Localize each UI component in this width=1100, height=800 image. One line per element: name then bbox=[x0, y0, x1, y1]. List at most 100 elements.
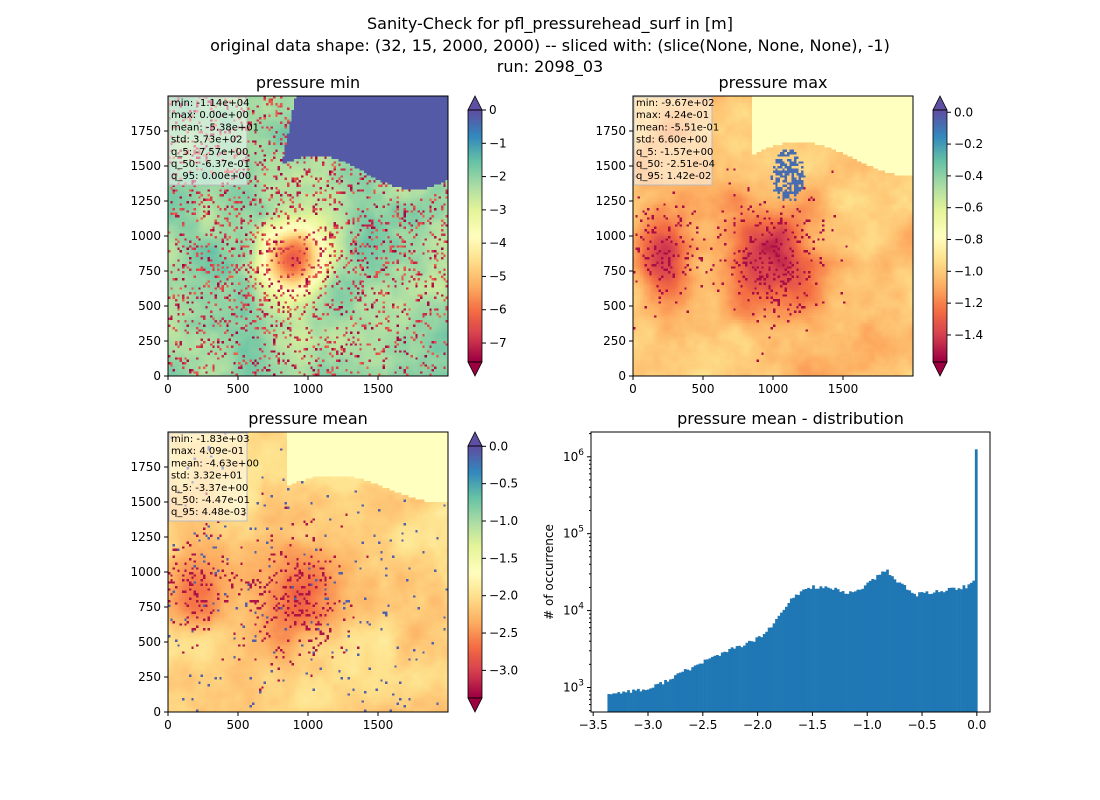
histogram-bar bbox=[669, 679, 672, 712]
x-tick-label: 1500 bbox=[828, 382, 859, 396]
histogram-bar bbox=[762, 633, 766, 712]
y-tick-label: 1500 bbox=[595, 159, 626, 173]
y-tick-label: 1000 bbox=[130, 565, 161, 579]
panel-title: pressure max bbox=[718, 73, 827, 92]
x-tick-label: −1.0 bbox=[853, 718, 882, 732]
histogram-bar bbox=[676, 673, 680, 712]
histogram-bar bbox=[622, 691, 626, 712]
histogram-bar bbox=[940, 591, 944, 712]
histogram-bar bbox=[738, 645, 741, 712]
panel-title: pressure mean bbox=[248, 409, 368, 428]
histogram-bar bbox=[708, 658, 712, 712]
histogram-bar bbox=[802, 589, 806, 712]
histogram-bar bbox=[748, 640, 751, 712]
y-tick-label: 103 bbox=[563, 678, 584, 694]
histogram-bar bbox=[817, 588, 820, 712]
y-tick-exponent: 6 bbox=[578, 448, 584, 458]
histogram-bar bbox=[609, 694, 613, 712]
histogram-bar bbox=[799, 591, 803, 712]
histogram-bar bbox=[664, 679, 667, 712]
colorbar-tick-label: −1 bbox=[489, 136, 507, 150]
histogram-bar bbox=[715, 655, 719, 712]
y-tick-label: 250 bbox=[138, 670, 161, 684]
histogram-bar bbox=[614, 693, 618, 712]
y-tick-base: 10 bbox=[563, 604, 578, 618]
colorbar-tick-label: −6 bbox=[489, 303, 507, 317]
colorbar-tick-label: −1.2 bbox=[954, 296, 983, 310]
colorbar-tick-label: −1.5 bbox=[489, 551, 518, 565]
colorbar-tick-label: −2 bbox=[489, 170, 507, 184]
histogram-bar bbox=[871, 579, 875, 712]
histogram-bar bbox=[952, 587, 956, 712]
colorbar-extend-max bbox=[467, 431, 483, 447]
histogram-bar bbox=[752, 641, 756, 712]
colorbar-extend-max bbox=[932, 95, 948, 111]
histogram-bar bbox=[974, 449, 978, 712]
histogram-bar bbox=[780, 612, 783, 712]
histogram-bar bbox=[772, 623, 776, 712]
histogram-bar bbox=[957, 588, 961, 712]
histogram-bar bbox=[888, 575, 892, 712]
histogram-bar bbox=[784, 606, 788, 712]
histogram-bar bbox=[925, 591, 929, 712]
y-tick-label: 0 bbox=[153, 705, 161, 719]
y-tick-base: 10 bbox=[563, 527, 578, 541]
stats-line: max: 0.00e+00 bbox=[171, 110, 249, 121]
y-tick-label: 250 bbox=[138, 334, 161, 348]
y-tick-label: 1750 bbox=[595, 124, 626, 138]
histogram-bar bbox=[908, 590, 912, 712]
histogram-bar bbox=[649, 688, 653, 712]
histogram-bar bbox=[883, 571, 887, 712]
histogram-bar bbox=[619, 693, 623, 712]
y-tick-label: 500 bbox=[138, 635, 161, 649]
y-tick-label: 105 bbox=[563, 525, 584, 541]
stats-line: mean: -5.51e-01 bbox=[636, 122, 719, 133]
histogram-bar bbox=[678, 672, 682, 712]
stats-line: min: -1.14e+04 bbox=[171, 98, 250, 109]
x-tick-label: 500 bbox=[227, 382, 250, 396]
histogram-bar bbox=[775, 618, 778, 712]
histogram-bar bbox=[910, 592, 914, 712]
histogram-bar bbox=[898, 582, 902, 712]
histogram-bar bbox=[755, 637, 759, 712]
histogram-bar bbox=[745, 642, 749, 712]
colorbar-extend-max bbox=[467, 95, 483, 111]
histogram-bar bbox=[725, 652, 729, 712]
histogram-bar bbox=[711, 656, 714, 712]
y-tick-label: 1250 bbox=[130, 194, 161, 208]
stats-line: std: 6.60e+00 bbox=[636, 135, 708, 146]
histogram-bar bbox=[646, 689, 650, 712]
x-tick-label: 1000 bbox=[293, 718, 324, 732]
histogram-bar bbox=[787, 602, 791, 712]
histogram-bar bbox=[844, 593, 847, 712]
colorbar-tick-label: −0.5 bbox=[489, 477, 518, 491]
histogram-bar bbox=[947, 587, 951, 712]
stats-line: q_5: -1.57e+00 bbox=[636, 147, 713, 158]
histogram-bar bbox=[866, 582, 870, 712]
histogram-bar bbox=[728, 648, 732, 712]
histogram-bar bbox=[624, 692, 628, 712]
histogram-bar bbox=[735, 646, 739, 712]
histogram-bar bbox=[686, 669, 690, 712]
histogram-bar bbox=[819, 586, 823, 712]
histogram-bar bbox=[723, 651, 727, 712]
histogram-bar bbox=[886, 569, 889, 712]
colorbar-tick-label: 0.0 bbox=[954, 105, 973, 119]
histogram-bar bbox=[839, 591, 843, 712]
histogram-bar bbox=[868, 580, 872, 712]
histogram-bar bbox=[703, 659, 707, 712]
colorbar-tick-label: −1.0 bbox=[954, 264, 983, 278]
y-tick-label: 106 bbox=[563, 448, 584, 464]
histogram-bar bbox=[826, 587, 830, 712]
histogram-bar bbox=[696, 664, 699, 712]
y-tick-label: 1750 bbox=[130, 124, 161, 138]
x-tick-label: 1000 bbox=[293, 382, 324, 396]
stats-line: max: 4.09e-01 bbox=[171, 446, 244, 457]
histogram-bar bbox=[683, 669, 687, 712]
heatmap-panel: pressure min 0 500 1000 1500 0 250 500 750 1000 12… bbox=[130, 73, 506, 396]
histogram-bar bbox=[854, 591, 857, 712]
histogram-bar bbox=[831, 589, 835, 712]
title-line-2: original data shape: (32, 15, 2000, 2000… bbox=[210, 36, 890, 55]
histogram-bar bbox=[829, 588, 833, 712]
